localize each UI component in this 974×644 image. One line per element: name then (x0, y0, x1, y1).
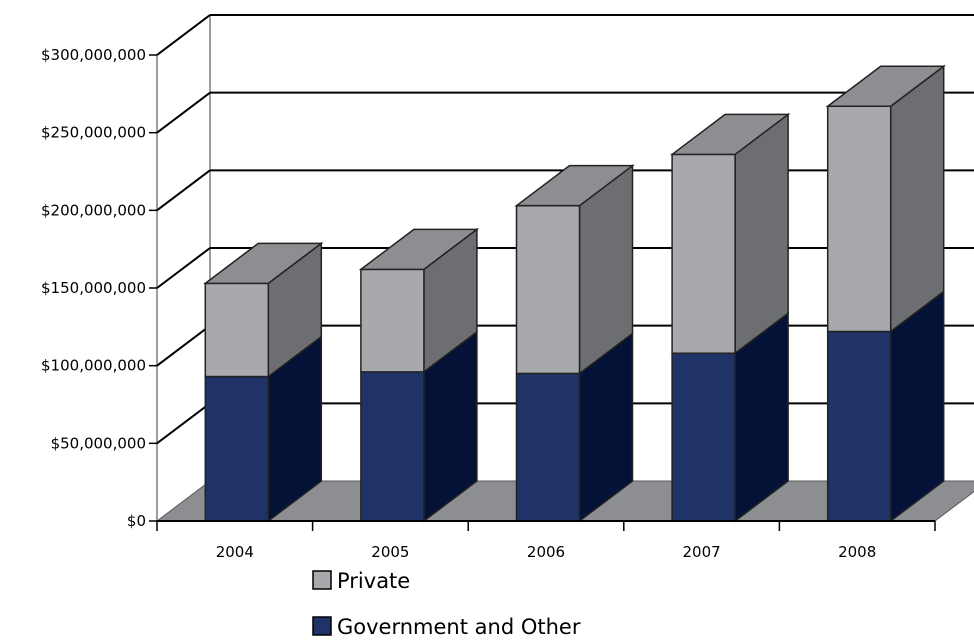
gridline-diagonal (156, 324, 211, 367)
bar-top (358, 228, 480, 271)
bar (826, 105, 892, 333)
y-tick-label: $50,000,000 (51, 434, 146, 452)
legend-item: Private (312, 569, 410, 593)
bar-group-2004 (203, 241, 324, 523)
y-tick-label: $150,000,000 (41, 279, 146, 297)
x-tick-label: 2005 (371, 543, 409, 561)
y-tick-label: $300,000,000 (41, 46, 146, 64)
gridline-diagonal (156, 247, 211, 289)
bar (360, 371, 425, 522)
x-axis: 2004 2005 2006 2007 2008 (156, 520, 936, 561)
bar-side (734, 112, 789, 355)
bar-side (889, 64, 945, 333)
bar-top (514, 164, 635, 207)
y-tick-label: $250,000,000 (41, 124, 146, 142)
x-tick-label: 2004 (216, 543, 254, 561)
bar (671, 153, 736, 354)
bar-group-2008 (825, 64, 946, 523)
x-tick-label: 2006 (527, 543, 565, 561)
y-axis: $0 $50,000,000 $100,000,000 $150,000,000 $20… (41, 46, 157, 530)
bar (515, 372, 581, 522)
y-tick-label: $0 (127, 512, 146, 530)
bar-top (203, 242, 324, 285)
legend-swatch (312, 616, 332, 636)
bar (204, 375, 270, 522)
y-tick-label: $100,000,000 (41, 357, 146, 375)
gridline-diagonal (156, 402, 211, 445)
bar (360, 268, 425, 373)
legend-label: Government and Other (337, 615, 581, 639)
x-tick-label: 2008 (838, 543, 876, 561)
gridline-diagonal (156, 169, 211, 212)
legend-swatch (312, 570, 332, 590)
x-tick-label: 2007 (683, 543, 721, 561)
bar (515, 204, 581, 375)
bar-top (669, 113, 791, 156)
gridline-diagonal (156, 14, 211, 56)
bar-group-2007 (669, 112, 791, 523)
bar (826, 330, 892, 522)
gridline-diagonal (156, 91, 211, 134)
bars (203, 64, 946, 523)
legend-label: Private (337, 569, 410, 593)
bar-group-2006 (514, 164, 635, 523)
legend-item: Government and Other (312, 615, 581, 639)
bar (204, 282, 270, 378)
bar-top (825, 65, 946, 108)
bar-group-2005 (358, 227, 480, 523)
bar (671, 352, 736, 522)
legend: Private Government and Other (312, 569, 581, 639)
y-tick-label: $200,000,000 (41, 201, 146, 219)
